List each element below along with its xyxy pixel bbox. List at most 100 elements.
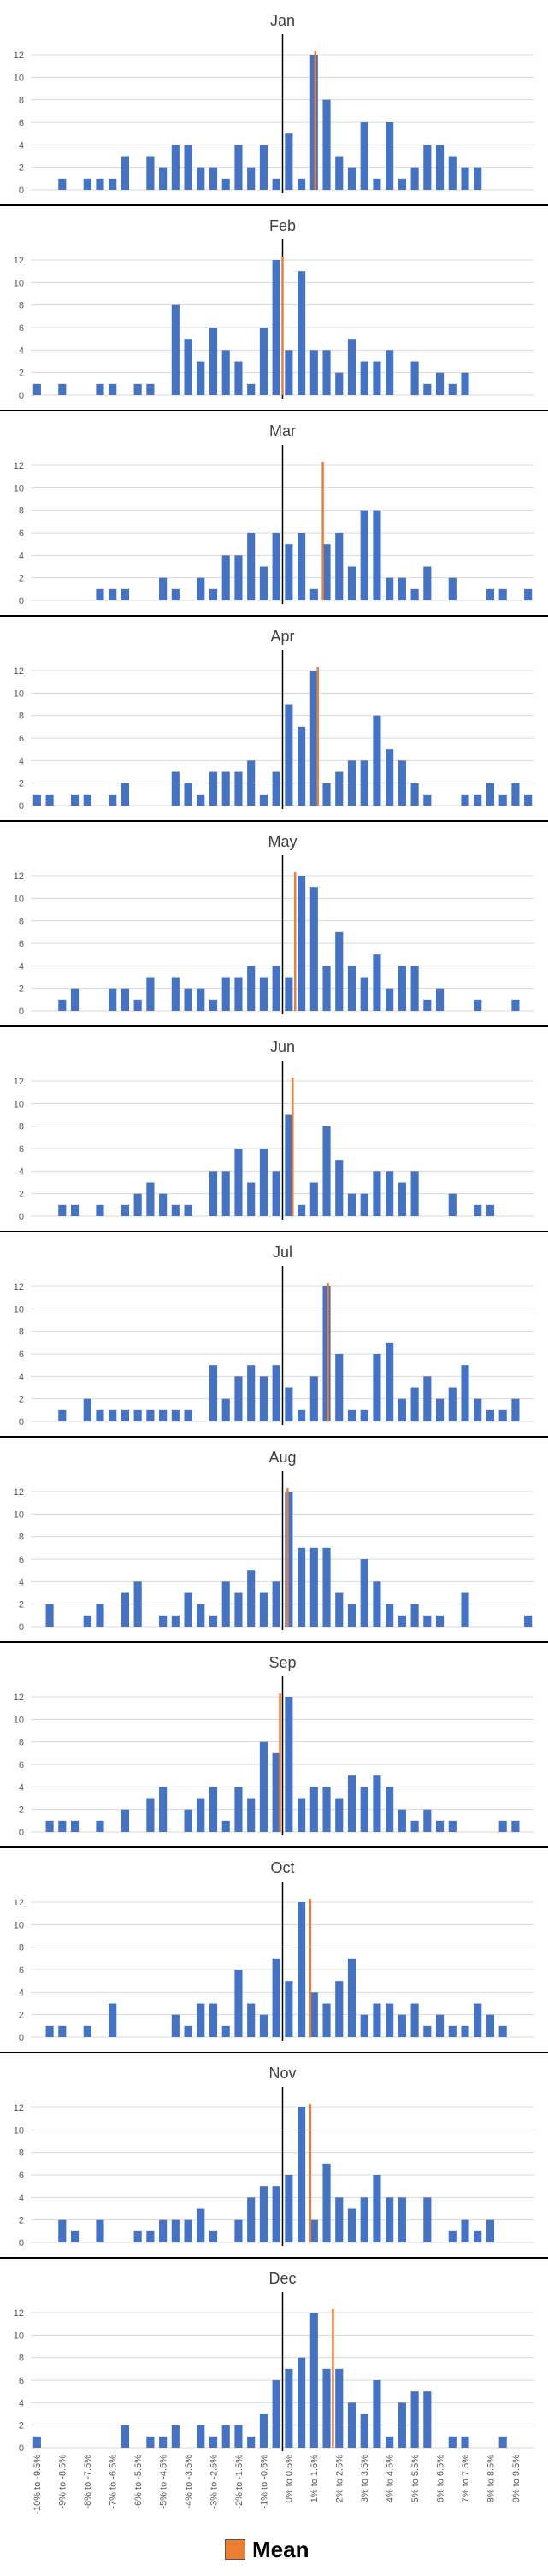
bar (121, 1592, 130, 1627)
bar (184, 1592, 192, 1627)
bar (448, 2436, 457, 2448)
y-tick-label: 4 (19, 346, 24, 356)
bar (221, 178, 230, 190)
bar (247, 1365, 256, 1421)
bar (322, 2003, 331, 2037)
bar (234, 1787, 243, 1832)
bar (486, 2014, 495, 2037)
panel-jun: 0 2 4 6 8 10 12 Jun (0, 1038, 548, 1232)
bar (448, 156, 457, 190)
bar (347, 1409, 356, 1421)
bar (109, 178, 117, 190)
bar (398, 1615, 406, 1627)
bar (259, 1149, 268, 1216)
bar (347, 1604, 356, 1627)
bar (285, 1697, 293, 1832)
bar (347, 1958, 356, 2037)
y-tick-label: 0 (19, 1417, 24, 1427)
bar (197, 2003, 205, 2037)
bar (410, 1387, 419, 1421)
bar (386, 1171, 394, 1216)
bar (221, 1398, 230, 1421)
bar (96, 383, 104, 395)
bar (121, 1409, 130, 1421)
bar (159, 1615, 168, 1627)
bar (511, 1820, 520, 1832)
bar (209, 588, 218, 600)
bar (347, 1193, 356, 1216)
bar (83, 794, 91, 806)
bar (96, 1820, 104, 1832)
bar (373, 1775, 381, 1832)
y-tick-label: 2 (19, 2421, 24, 2431)
bar (360, 1787, 368, 1832)
bar (109, 1409, 117, 1421)
bar (171, 145, 180, 190)
bar (58, 1820, 67, 1832)
bar (386, 350, 394, 395)
bar (423, 383, 432, 395)
bar (32, 383, 41, 395)
bar (58, 999, 67, 1011)
y-tick-label: 6 (19, 939, 24, 949)
y-tick-label: 6 (19, 1760, 24, 1770)
bar (511, 999, 520, 1011)
bar (159, 1787, 168, 1832)
panel-title: Nov (268, 2065, 296, 2082)
bar (474, 2003, 482, 2037)
bar (347, 167, 356, 190)
bar (121, 1204, 130, 1216)
bar (197, 167, 205, 190)
bar (234, 2425, 243, 2448)
y-tick-label: 6 (19, 734, 24, 744)
bar (410, 1171, 419, 1216)
x-tick-label: -4% to -3.5% (184, 2455, 194, 2509)
y-tick-label: 8 (19, 301, 24, 311)
bar (184, 2219, 192, 2242)
bar (461, 372, 469, 395)
y-tick-label: 4 (19, 756, 24, 766)
bar (398, 2014, 406, 2037)
bar (234, 1149, 243, 1216)
bar (386, 1604, 394, 1627)
bar (410, 966, 419, 1011)
y-tick-label: 12 (14, 461, 24, 471)
bar (121, 2425, 130, 2448)
legend: Mean (225, 2537, 309, 2562)
y-tick-label: 12 (14, 666, 24, 676)
bar (121, 988, 130, 1011)
bar (96, 178, 104, 190)
bar (448, 383, 457, 395)
bar (209, 2436, 218, 2448)
bar (498, 1820, 507, 1832)
bar (386, 577, 394, 600)
bar (461, 1592, 469, 1627)
bar (486, 1409, 495, 1421)
bar (259, 2186, 268, 2242)
bar (247, 383, 256, 395)
bar (335, 771, 344, 806)
bar (209, 1365, 218, 1421)
bar (322, 2163, 331, 2242)
bar (474, 794, 482, 806)
bar (423, 2025, 432, 2037)
bar (360, 1409, 368, 1421)
bar (285, 544, 293, 600)
bar (322, 1286, 331, 1421)
y-tick-label: 2 (19, 1395, 24, 1405)
bar (474, 2230, 482, 2242)
y-tick-label: 8 (19, 96, 24, 106)
bar (221, 1820, 230, 1832)
bar (298, 1902, 306, 2037)
bar (146, 977, 155, 1011)
bar (221, 977, 230, 1011)
bar (435, 988, 445, 1011)
x-tick-label: -10% to -9.5% (32, 2455, 43, 2514)
bar (423, 1615, 432, 1627)
bar (309, 55, 318, 190)
bar (83, 1398, 91, 1421)
bar (498, 2025, 507, 2037)
bar (298, 1204, 306, 1216)
y-tick-label: 2 (19, 2011, 24, 2021)
bar (184, 1409, 192, 1421)
